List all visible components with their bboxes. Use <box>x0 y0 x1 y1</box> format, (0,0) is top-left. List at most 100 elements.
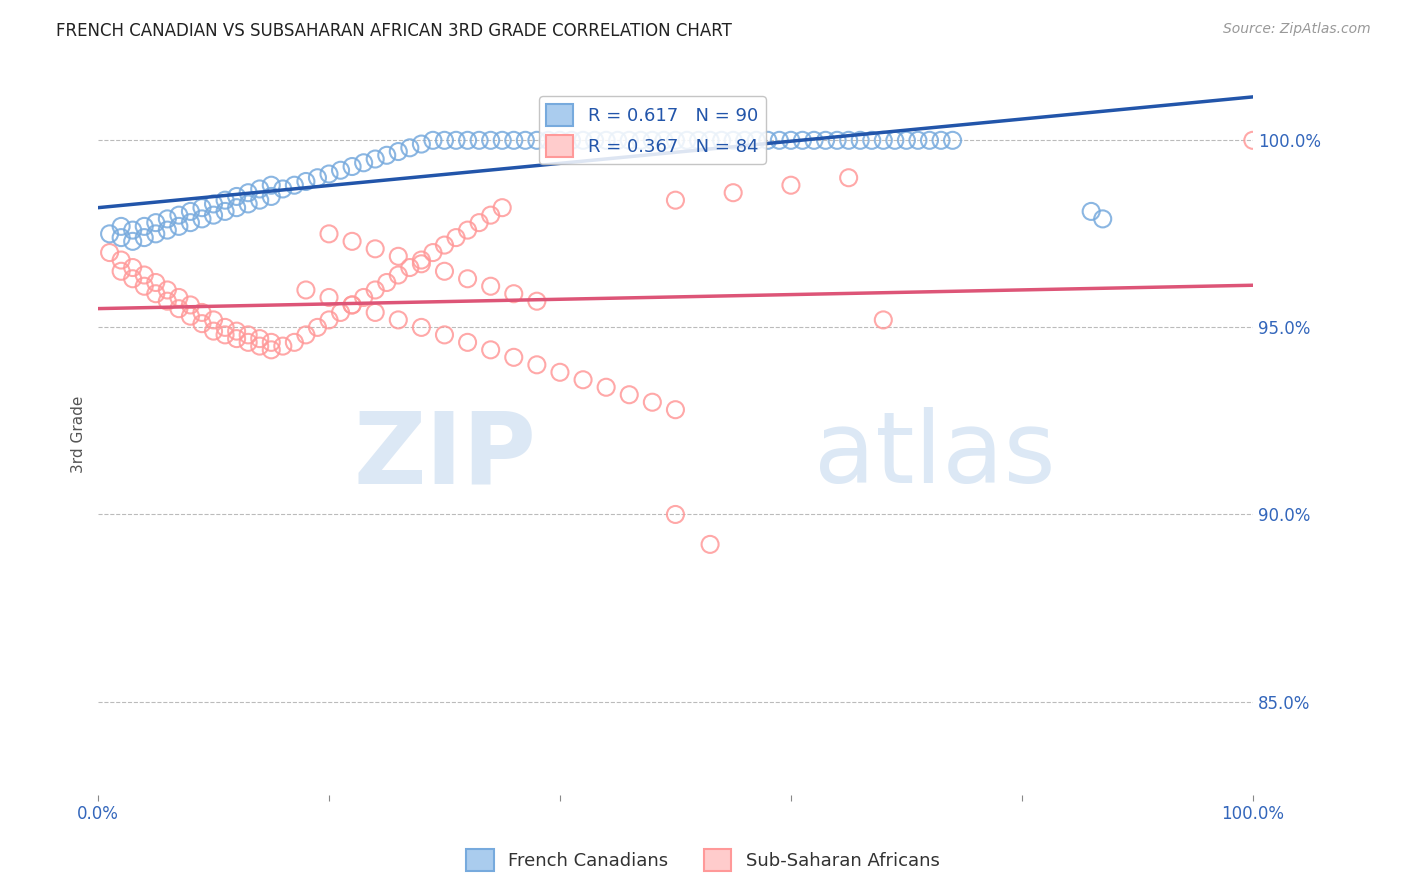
Point <box>433 238 456 252</box>
Point <box>721 186 744 200</box>
Point <box>156 283 179 297</box>
Point <box>179 298 201 312</box>
Point <box>688 133 710 147</box>
Point <box>491 133 513 147</box>
Point <box>202 324 225 338</box>
Point <box>191 201 214 215</box>
Point <box>295 174 318 188</box>
Point <box>560 133 582 147</box>
Point <box>121 223 143 237</box>
Point <box>734 133 756 147</box>
Point <box>721 133 744 147</box>
Point <box>479 279 502 293</box>
Point <box>918 133 941 147</box>
Point <box>780 178 803 193</box>
Point <box>191 211 214 226</box>
Point <box>814 133 837 147</box>
Point <box>1080 204 1102 219</box>
Point <box>110 253 132 268</box>
Point <box>156 211 179 226</box>
Point <box>110 264 132 278</box>
Point <box>249 332 271 346</box>
Point <box>329 163 352 178</box>
Point <box>664 193 686 207</box>
Point <box>479 208 502 222</box>
Point <box>110 219 132 234</box>
Point <box>838 133 860 147</box>
Point <box>98 227 121 241</box>
Point <box>238 197 260 211</box>
Point <box>260 343 283 357</box>
Point <box>238 335 260 350</box>
Point <box>422 133 444 147</box>
Point <box>502 286 524 301</box>
Point <box>444 133 467 147</box>
Point <box>630 133 652 147</box>
Point <box>387 268 409 282</box>
Point <box>364 152 387 166</box>
Point <box>572 373 595 387</box>
Point <box>515 133 537 147</box>
Point <box>792 133 814 147</box>
Point <box>1091 211 1114 226</box>
Point <box>526 294 548 309</box>
Point <box>271 339 294 353</box>
Point <box>134 279 156 293</box>
Point <box>340 298 363 312</box>
Point <box>849 133 872 147</box>
Point <box>606 133 628 147</box>
Point <box>364 283 387 297</box>
Point <box>214 193 236 207</box>
Point <box>1241 133 1264 147</box>
Point <box>433 264 456 278</box>
Point <box>457 223 479 237</box>
Point <box>249 182 271 196</box>
Point <box>340 160 363 174</box>
Point <box>375 148 398 162</box>
Point <box>364 305 387 319</box>
Point <box>225 189 247 203</box>
Point <box>353 155 375 169</box>
Point <box>191 317 214 331</box>
Point <box>387 249 409 263</box>
Point <box>238 186 260 200</box>
Point <box>411 137 433 152</box>
Point <box>398 260 420 275</box>
Point <box>167 219 190 234</box>
Point <box>145 276 167 290</box>
Point <box>860 133 883 147</box>
Point <box>134 268 156 282</box>
Point <box>318 167 340 181</box>
Point <box>238 327 260 342</box>
Point <box>260 189 283 203</box>
Point <box>167 208 190 222</box>
Point <box>398 141 420 155</box>
Point <box>664 402 686 417</box>
Point <box>572 133 595 147</box>
Point <box>387 313 409 327</box>
Point <box>191 305 214 319</box>
Point <box>422 245 444 260</box>
Point <box>318 313 340 327</box>
Point <box>825 133 848 147</box>
Point <box>548 133 571 147</box>
Point <box>202 208 225 222</box>
Point <box>595 133 617 147</box>
Point <box>179 309 201 323</box>
Point <box>457 335 479 350</box>
Point <box>664 508 686 522</box>
Point <box>676 133 699 147</box>
Point <box>838 170 860 185</box>
Point <box>225 324 247 338</box>
Point <box>145 227 167 241</box>
Point <box>756 133 779 147</box>
Point <box>353 290 375 304</box>
Point <box>699 537 721 551</box>
Point <box>121 272 143 286</box>
Point <box>271 182 294 196</box>
Point <box>307 320 329 334</box>
Point <box>145 286 167 301</box>
Point <box>652 133 675 147</box>
Point <box>907 133 929 147</box>
Point <box>295 327 318 342</box>
